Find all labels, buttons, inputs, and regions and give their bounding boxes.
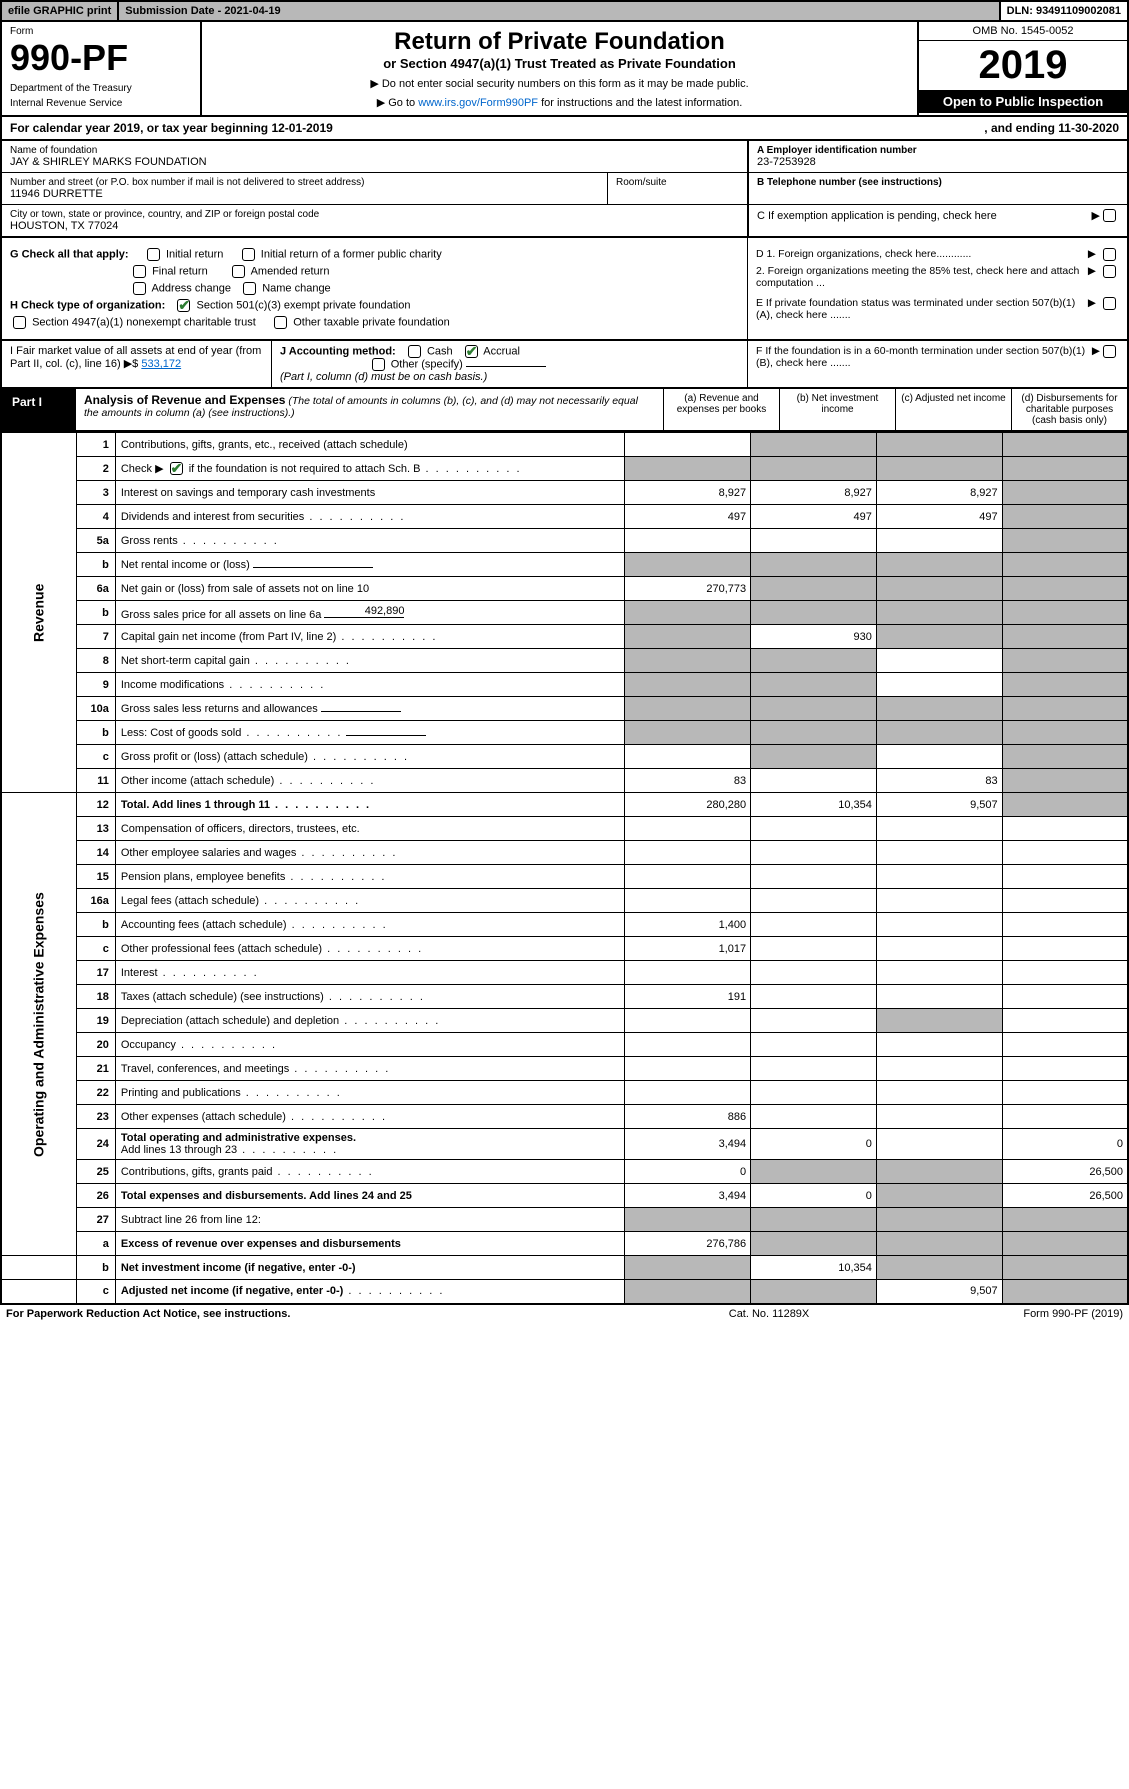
form-note2: ▶ Go to www.irs.gov/Form990PF for instru…: [208, 96, 911, 109]
omb-number: OMB No. 1545-0052: [919, 22, 1127, 41]
cash-checkbox[interactable]: [408, 345, 421, 358]
city: HOUSTON, TX 77024: [10, 220, 739, 232]
e-checkbox[interactable]: [1103, 297, 1116, 310]
footer: For Paperwork Reduction Act Notice, see …: [0, 1305, 1129, 1323]
arrow-icon: ▶: [1088, 297, 1096, 309]
j-label: J Accounting method:: [280, 345, 396, 357]
sec4947-checkbox[interactable]: [13, 316, 26, 329]
f-text: F If the foundation is in a 60-month ter…: [756, 345, 1092, 369]
h-label: H Check type of organization:: [10, 299, 165, 311]
revenue-side-label: Revenue: [1, 433, 76, 793]
arrow-icon: ▶: [1092, 345, 1100, 369]
sec501-checkbox[interactable]: [177, 299, 190, 312]
foundation-name-label: Name of foundation: [10, 145, 739, 156]
identity-section: Name of foundation JAY & SHIRLEY MARKS F…: [0, 141, 1129, 238]
part1-header: Part I Analysis of Revenue and Expenses …: [0, 389, 1129, 432]
exemption-label: C If exemption application is pending, c…: [757, 210, 1092, 222]
fmv-row: I Fair market value of all assets at end…: [0, 341, 1129, 389]
form-number: 990-PF: [10, 37, 192, 79]
fmv-value: 533,172: [141, 358, 181, 370]
accrual-checkbox[interactable]: [465, 345, 478, 358]
fmv-label: I Fair market value of all assets at end…: [10, 345, 261, 370]
submission-date: Submission Date - 2021-04-19: [119, 2, 1000, 20]
form-header: Form 990-PF Department of the Treasury I…: [0, 22, 1129, 117]
arrow-icon: ▶: [1088, 265, 1096, 277]
col-d-header: (d) Disbursements for charitable purpose…: [1011, 389, 1127, 430]
footer-paperwork: For Paperwork Reduction Act Notice, see …: [6, 1308, 515, 1320]
check-section: G Check all that apply: Initial return I…: [0, 238, 1129, 341]
initial-former-checkbox[interactable]: [242, 248, 255, 261]
arrow-icon: ▶: [1088, 248, 1096, 260]
amended-checkbox[interactable]: [232, 265, 245, 278]
dln: DLN: 93491109002081: [1001, 2, 1127, 20]
irs-link[interactable]: www.irs.gov/Form990PF: [418, 97, 538, 109]
initial-return-checkbox[interactable]: [147, 248, 160, 261]
col-a-header: (a) Revenue and expenses per books: [663, 389, 779, 430]
d2-text: 2. Foreign organizations meeting the 85%…: [756, 265, 1084, 289]
cal-year-begin: For calendar year 2019, or tax year begi…: [10, 121, 984, 135]
form-title: Return of Private Foundation: [208, 28, 911, 56]
room-label: Room/suite: [616, 177, 739, 188]
form-subtitle: or Section 4947(a)(1) Trust Treated as P…: [208, 56, 911, 71]
footer-catno: Cat. No. 11289X: [515, 1308, 1024, 1320]
top-bar: efile GRAPHIC print Submission Date - 20…: [0, 0, 1129, 22]
cal-year-end: , and ending 11-30-2020: [984, 121, 1119, 135]
schb-checkbox[interactable]: [170, 462, 183, 475]
tax-year: 2019: [919, 41, 1127, 90]
row-num: 1: [76, 433, 115, 457]
other-taxable-checkbox[interactable]: [274, 316, 287, 329]
col-c-header: (c) Adjusted net income: [895, 389, 1011, 430]
e-text: E If private foundation status was termi…: [756, 297, 1084, 321]
form-label: Form: [10, 26, 192, 37]
name-change-checkbox[interactable]: [243, 282, 256, 295]
form-note1: ▶ Do not enter social security numbers o…: [208, 77, 911, 90]
revenue-expenses-table: Revenue 1Contributions, gifts, grants, e…: [0, 432, 1129, 1305]
address: 11946 DURRETTE: [10, 188, 599, 200]
expenses-side-label: Operating and Administrative Expenses: [1, 793, 76, 1256]
fmv-note: (Part I, column (d) must be on cash basi…: [280, 371, 487, 383]
exemption-checkbox[interactable]: [1103, 209, 1116, 222]
g-label: G Check all that apply:: [10, 248, 129, 260]
phone-label: B Telephone number (see instructions): [757, 177, 1119, 188]
ein: 23-7253928: [757, 156, 1119, 168]
open-public-badge: Open to Public Inspection: [919, 90, 1127, 113]
dept-treasury: Department of the Treasury: [10, 83, 192, 94]
other-method-checkbox[interactable]: [372, 358, 385, 371]
foundation-name: JAY & SHIRLEY MARKS FOUNDATION: [10, 156, 739, 168]
f-checkbox[interactable]: [1103, 345, 1116, 358]
dept-irs: Internal Revenue Service: [10, 98, 192, 109]
d1-checkbox[interactable]: [1103, 248, 1116, 261]
d1-text: D 1. Foreign organizations, check here..…: [756, 248, 1084, 260]
ein-label: A Employer identification number: [757, 145, 1119, 156]
address-label: Number and street (or P.O. box number if…: [10, 177, 599, 188]
analysis-title: Analysis of Revenue and Expenses: [84, 393, 285, 407]
final-return-checkbox[interactable]: [133, 265, 146, 278]
d2-checkbox[interactable]: [1103, 265, 1116, 278]
city-label: City or town, state or province, country…: [10, 209, 739, 220]
efile-label[interactable]: efile GRAPHIC print: [2, 2, 119, 20]
col-b-header: (b) Net investment income: [779, 389, 895, 430]
arrow-icon: ▶: [1092, 209, 1100, 222]
other-specify-line: [466, 366, 546, 367]
calendar-year-row: For calendar year 2019, or tax year begi…: [0, 117, 1129, 141]
row-desc: Contributions, gifts, grants, etc., rece…: [115, 433, 625, 457]
part1-label: Part I: [2, 389, 76, 430]
footer-form: Form 990-PF (2019): [1023, 1308, 1123, 1320]
address-change-checkbox[interactable]: [133, 282, 146, 295]
